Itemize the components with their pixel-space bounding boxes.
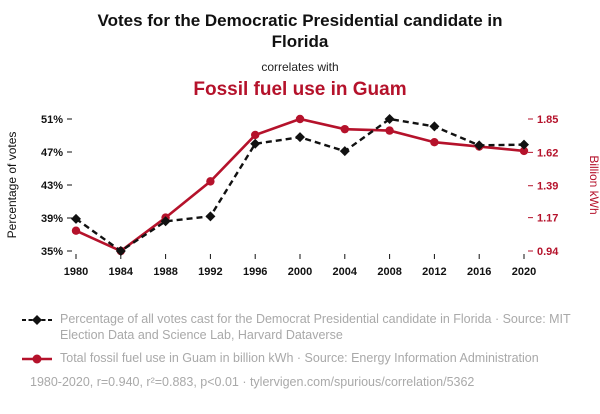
- fossil-data-point: [519, 146, 529, 155]
- x-axis-tick-label: 1984: [109, 266, 134, 278]
- x-axis-tick-label: 2012: [422, 266, 446, 278]
- right-axis-title: Billion kWh: [587, 155, 600, 214]
- votes-data-point: [71, 213, 81, 224]
- votes-data-point: [474, 139, 485, 150]
- fossil-data-point: [295, 114, 305, 123]
- votes-data-point: [339, 145, 350, 156]
- red-solid-circle-icon: [22, 354, 52, 364]
- votes-data-point: [384, 113, 395, 124]
- votes-data-point: [115, 245, 126, 256]
- fossil-data-point: [251, 130, 260, 139]
- left-axis-tick-label: 47%: [41, 147, 63, 159]
- legend-item-votes: Percentage of all votes cast for the Dem…: [22, 311, 584, 344]
- fossil-data-point: [206, 176, 215, 186]
- fossil-data-point: [385, 125, 394, 135]
- chart-area: 35% 39% 43% 47% 51% 0.94 1.17 1.39 1.62 1.85 1980 1…: [0, 103, 600, 300]
- footer-stats-and-url: 1980-2020, r=0.940, r²=0.883, p<0.01 · t…: [30, 375, 475, 390]
- x-axis-tick-label: 1988: [153, 266, 177, 278]
- page-title: Votes for the Democratic Presidential ca…: [97, 11, 503, 52]
- votes-data-point: [519, 139, 529, 150]
- right-axis-tick-label: 1.39: [537, 180, 558, 192]
- x-axis-tick-label: 2000: [288, 266, 312, 278]
- legend-item-fossil-label: Total fossil fuel use in Guam in billion…: [60, 351, 539, 365]
- left-axis-tick-label: 51%: [41, 114, 63, 126]
- left-axis-title: Percentage of votes: [5, 131, 19, 238]
- x-axis-tick-label: 2004: [333, 266, 358, 278]
- right-axis-tick-label: 0.94: [537, 246, 559, 258]
- x-axis-tick-label: 1992: [198, 266, 222, 278]
- correlates-with-label: correlates with: [261, 59, 339, 74]
- x-axis-tick-label: 2020: [512, 266, 536, 278]
- right-axis-tick-label: 1.85: [537, 114, 558, 126]
- left-axis-tick-label: 39%: [41, 213, 63, 225]
- line-chart-canvas: 35% 39% 43% 47% 51% 0.94 1.17 1.39 1.62 1.85 1980 1…: [5, 113, 600, 278]
- x-axis-tick-label: 2016: [467, 266, 491, 278]
- votes-data-point: [160, 215, 171, 226]
- votes-data-point: [250, 138, 261, 149]
- left-axis-tick-label: 43%: [41, 180, 63, 192]
- x-axis-tick-label: 1980: [64, 266, 88, 278]
- x-axis-tick-label: 1996: [243, 266, 267, 278]
- votes-data-point: [429, 120, 440, 131]
- votes-data-point: [295, 131, 305, 142]
- right-axis-tick-label: 1.17: [537, 212, 558, 224]
- fossil-data-point: [430, 137, 439, 146]
- fossil-data-point: [71, 225, 81, 235]
- fossil-data-point: [340, 124, 349, 133]
- right-axis-tick-label: 1.62: [537, 147, 558, 159]
- legend: Percentage of all votes cast for the Dem…: [0, 300, 600, 367]
- black-dashed-diamond-icon: [22, 314, 52, 325]
- secondary-title: Fossil fuel use in Guam: [193, 78, 407, 100]
- votes-data-point: [205, 210, 216, 221]
- legend-item-fossil: Total fossil fuel use in Guam in billion…: [22, 350, 584, 366]
- left-axis-tick-label: 35%: [41, 246, 63, 258]
- x-axis-tick-label: 2008: [377, 266, 401, 278]
- legend-item-votes-label: Percentage of all votes cast for the Dem…: [60, 311, 571, 342]
